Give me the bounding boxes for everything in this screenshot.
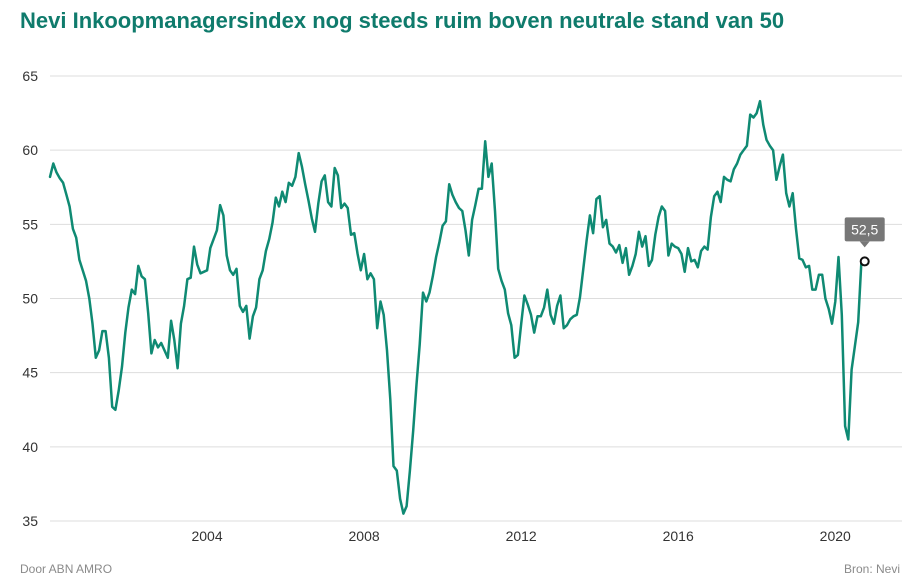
highlight-point[interactable] — [859, 256, 870, 267]
footer-source: Bron: Nevi — [843, 562, 900, 576]
gridlines — [50, 75, 902, 522]
x-tick-label: 2008 — [349, 528, 380, 544]
tooltip-label: 52,5 — [851, 221, 878, 237]
chart-title: Nevi Inkoopmanagersindex nog steeds ruim… — [20, 8, 785, 33]
y-tick-label: 35 — [22, 513, 38, 529]
y-tick-label: 50 — [22, 291, 38, 307]
value-tooltip: 52,5 — [844, 217, 885, 248]
footer-credit: Door ABN AMRO — [20, 562, 113, 576]
y-tick-label: 65 — [22, 68, 38, 84]
x-tick-label: 2012 — [506, 528, 537, 544]
y-axis: 35 40 45 50 55 60 65 — [22, 68, 38, 529]
x-tick-label: 2016 — [663, 528, 694, 544]
x-tick-label: 2020 — [820, 528, 851, 544]
y-tick-label: 60 — [22, 142, 38, 158]
x-axis: 2004 2008 2012 2016 2020 — [191, 528, 851, 544]
y-tick-label: 45 — [22, 365, 38, 381]
series-line-inkoopmanagersindex — [48, 99, 863, 515]
y-tick-label: 40 — [22, 439, 38, 455]
y-tick-label: 55 — [22, 216, 38, 232]
x-tick-label: 2004 — [191, 528, 222, 544]
